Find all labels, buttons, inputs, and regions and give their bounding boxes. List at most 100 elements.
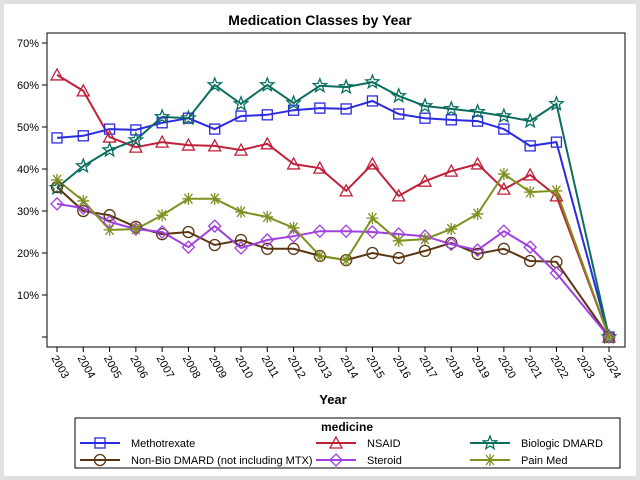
- legend-marker-diamond-icon: [329, 453, 343, 467]
- data-point-pain-med: [208, 192, 221, 205]
- data-point-nsaid: [523, 167, 538, 181]
- data-point-methotrexate: [51, 132, 63, 144]
- data-point-nsaid: [339, 183, 354, 197]
- legend-item-nsaid: NSAID: [316, 435, 401, 450]
- data-point-nsaid: [233, 142, 249, 156]
- series-markers: [48, 67, 618, 345]
- data-point-biologic-dmard: [469, 103, 486, 119]
- legend-marker-asterisk-icon: [484, 454, 496, 466]
- data-point-nsaid: [391, 188, 406, 202]
- data-point-steroid: [339, 224, 354, 239]
- data-point-non-bio-dmard-not-including-mtx: [155, 227, 169, 241]
- data-point-steroid: [155, 225, 170, 239]
- y-tick-label: 40%: [17, 164, 39, 176]
- data-point-biologic-dmard: [390, 87, 408, 104]
- data-point-pain-med: [235, 205, 247, 218]
- data-point-pain-med: [313, 249, 326, 262]
- data-point-steroid: [181, 240, 196, 255]
- data-point-steroid: [312, 224, 327, 239]
- data-point-nsaid: [76, 83, 91, 97]
- legend-label: Biologic DMARD: [521, 438, 603, 450]
- data-point-pain-med: [129, 223, 142, 236]
- legend: medicine Methotrexate NSAID Biologic DMARD…: [74, 417, 621, 469]
- data-point-nsaid: [312, 160, 327, 174]
- data-point-steroid: [470, 243, 485, 257]
- data-point-nsaid: [49, 67, 65, 81]
- series-line-biologic-dmard: [56, 81, 610, 338]
- chart-title: Medication Classes by Year: [228, 12, 412, 28]
- y-tick-label: 20%: [17, 248, 39, 260]
- data-point-methotrexate: [366, 95, 379, 107]
- legend-item-non-bio-dmard-not-including-mtx: Non-Bio DMARD (not including MTX): [80, 453, 313, 467]
- legend-item-biologic-dmard: Biologic DMARD: [470, 434, 603, 451]
- data-point-nsaid: [470, 156, 485, 170]
- data-point-methotrexate: [393, 108, 405, 120]
- legend-label: Non-Bio DMARD (not including MTX): [131, 455, 313, 467]
- legend-marker-circle-icon: [93, 453, 107, 467]
- data-point-biologic-dmard: [337, 78, 355, 95]
- data-point-methotrexate: [524, 140, 536, 152]
- data-point-pain-med: [51, 173, 63, 186]
- data-point-non-bio-dmard-not-including-mtx: [392, 251, 405, 265]
- data-point-biologic-dmard: [101, 141, 118, 158]
- data-point-steroid: [260, 233, 275, 247]
- data-point-nsaid: [128, 139, 143, 153]
- series-lines: [56, 74, 610, 338]
- data-point-non-bio-dmard-not-including-mtx: [261, 242, 274, 255]
- data-point-steroid: [50, 196, 64, 211]
- data-point-non-bio-dmard-not-including-mtx: [103, 209, 116, 222]
- data-point-non-bio-dmard-not-including-mtx: [471, 247, 484, 260]
- data-point-methotrexate: [550, 136, 563, 148]
- data-point-methotrexate: [77, 130, 89, 142]
- data-point-biologic-dmard: [521, 112, 539, 129]
- data-point-methotrexate: [235, 110, 247, 122]
- data-point-biologic-dmard: [232, 95, 250, 112]
- data-point-pain-med: [287, 221, 300, 234]
- legend-label: NSAID: [367, 438, 401, 450]
- data-point-biologic-dmard: [495, 107, 513, 124]
- data-point-non-bio-dmard-not-including-mtx: [182, 225, 195, 239]
- data-point-biologic-dmard: [180, 109, 197, 126]
- data-point-steroid: [234, 241, 248, 255]
- legend-title: medicine: [321, 420, 373, 434]
- data-point-pain-med: [261, 210, 274, 223]
- data-point-biologic-dmard: [74, 157, 92, 174]
- y-tick-label: 50%: [17, 122, 39, 134]
- data-point-non-bio-dmard-not-including-mtx: [497, 242, 511, 255]
- data-point-methotrexate: [103, 123, 116, 135]
- data-point-pain-med: [550, 184, 563, 197]
- legend-label: Methotrexate: [131, 438, 195, 450]
- series-line-steroid: [56, 202, 610, 338]
- legend-item-methotrexate: Methotrexate: [80, 437, 195, 450]
- data-point-methotrexate: [287, 104, 300, 116]
- data-point-biologic-dmard: [127, 131, 145, 148]
- y-tick-label: 10%: [17, 290, 39, 302]
- data-point-pain-med: [340, 254, 353, 267]
- data-point-biologic-dmard: [416, 97, 434, 114]
- data-point-methotrexate: [314, 102, 326, 114]
- data-point-steroid: [523, 240, 538, 255]
- data-point-biologic-dmard: [442, 100, 460, 117]
- data-point-nsaid: [365, 156, 380, 170]
- legend-marker-square-icon: [94, 437, 106, 449]
- data-point-biologic-dmard: [206, 76, 224, 93]
- data-point-pain-med: [156, 209, 169, 222]
- y-tick-label: 30%: [17, 206, 39, 218]
- data-point-pain-med: [103, 223, 116, 236]
- y-tick-label: 70%: [17, 38, 39, 50]
- data-point-nsaid: [155, 134, 170, 148]
- data-point-methotrexate: [498, 123, 510, 135]
- y-axis: 10% 20% 30% 40% 50% 60% 70%: [17, 38, 47, 338]
- data-point-methotrexate: [209, 123, 221, 135]
- data-point-steroid: [76, 201, 91, 215]
- data-point-pain-med: [445, 223, 458, 236]
- data-point-pain-med: [497, 168, 510, 181]
- legend-item-steroid: Steroid: [316, 453, 402, 467]
- data-point-methotrexate: [261, 109, 273, 121]
- data-point-methotrexate: [340, 103, 352, 115]
- data-point-steroid: [286, 229, 301, 244]
- data-point-nsaid: [417, 173, 433, 187]
- data-point-nsaid: [286, 156, 301, 170]
- data-point-steroid: [496, 224, 511, 239]
- x-axis-label: Year: [319, 392, 346, 407]
